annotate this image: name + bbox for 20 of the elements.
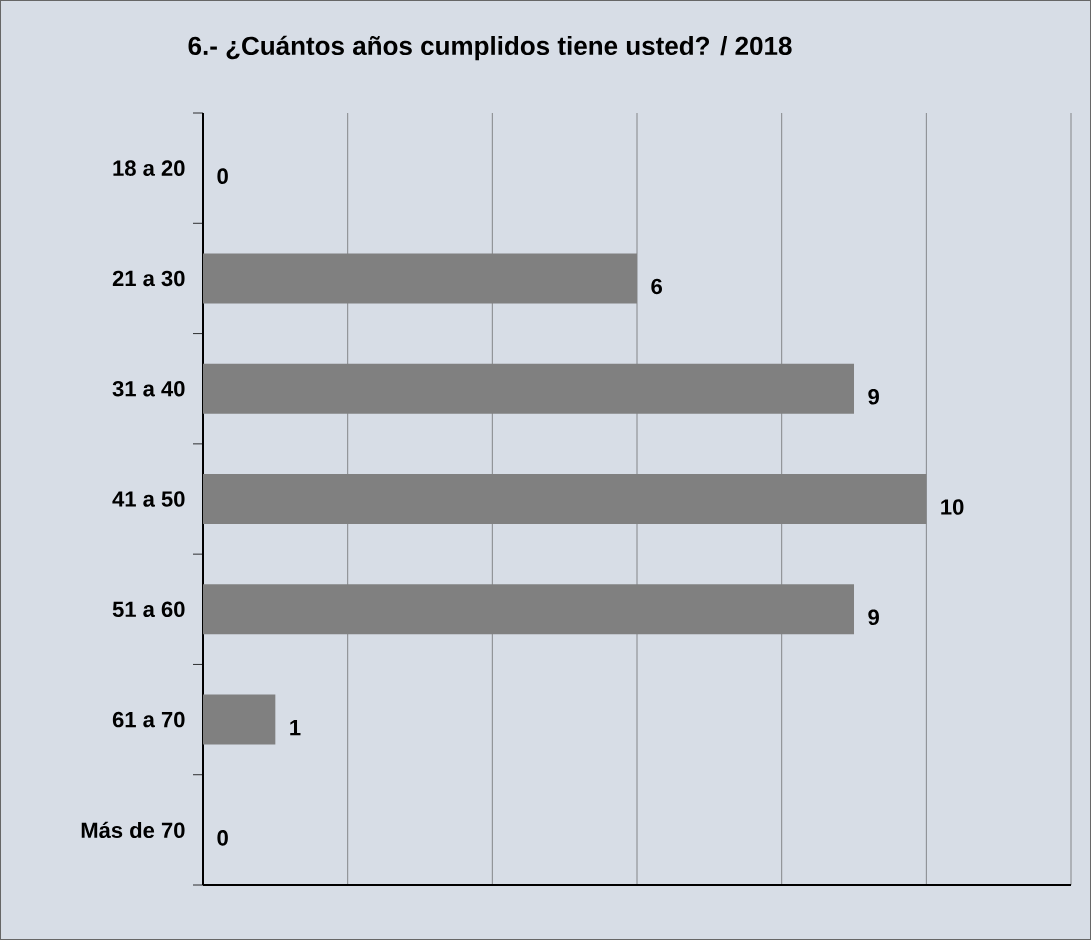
data-label: 0 [217, 168, 228, 184]
y-tick-label: Más de 70 [81, 821, 185, 839]
data-label: 1 [290, 720, 301, 736]
bar [203, 584, 855, 635]
bar [203, 253, 638, 304]
y-tick-label: 61 a 70 [112, 711, 185, 728]
data-label: 10 [941, 499, 964, 515]
y-tick-label: 41 a 50 [112, 491, 185, 507]
y-tick-label: 51 a 60 [112, 601, 185, 618]
bar [203, 694, 276, 745]
bar [203, 474, 927, 525]
data-label: 9 [868, 609, 879, 626]
data-label: 9 [868, 388, 879, 405]
data-label: 6 [651, 278, 662, 295]
y-tick-label: 31 a 40 [112, 380, 185, 397]
y-tick-label: 18 a 20 [113, 160, 185, 176]
bar [203, 363, 855, 414]
chart-title: 6.- ¿Cuántos años cumplidos tiene usted? / 2018 [188, 35, 792, 61]
y-tick-label: 21 a 30 [112, 270, 185, 287]
data-label: 0 [217, 830, 228, 846]
